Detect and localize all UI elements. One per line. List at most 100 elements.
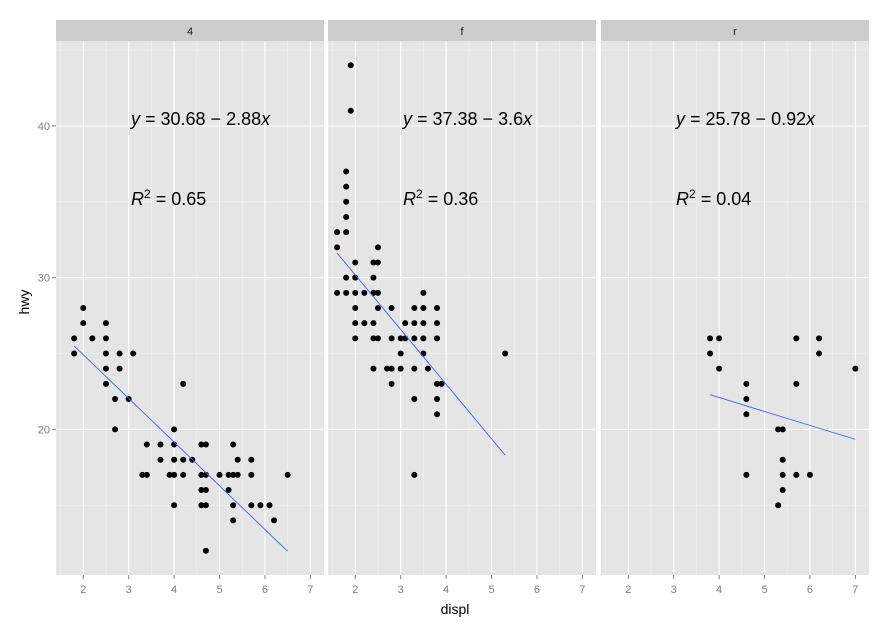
data-point <box>343 229 350 236</box>
data-point <box>143 471 150 478</box>
facet-strip-label: 4 <box>187 26 193 38</box>
data-point <box>230 441 237 448</box>
regression-equation: y = 37.38 − 3.6x <box>401 109 533 129</box>
data-point <box>793 335 800 342</box>
equation-part-x: x <box>805 109 816 129</box>
data-point <box>397 350 404 357</box>
data-point <box>334 289 341 296</box>
data-point <box>202 471 209 478</box>
data-point <box>198 441 205 448</box>
data-point <box>343 213 350 220</box>
data-point <box>352 320 359 327</box>
data-point <box>257 502 264 509</box>
data-point <box>370 365 377 372</box>
data-point <box>71 335 78 342</box>
equation-part-y: y <box>674 109 686 129</box>
data-point <box>80 305 87 311</box>
equation-part-x: x <box>522 109 533 129</box>
x-tick-label: 7 <box>852 584 858 596</box>
r-squared-symbol: R <box>676 189 689 209</box>
x-tick-label: 3 <box>398 584 404 596</box>
data-point <box>370 259 377 266</box>
facet-strip-label: f <box>460 26 464 38</box>
data-point <box>743 411 750 418</box>
data-point <box>202 547 209 554</box>
data-point <box>271 517 278 524</box>
regression-line <box>73 345 288 552</box>
data-point <box>248 471 255 478</box>
panel-background <box>601 41 869 575</box>
data-point <box>370 335 377 342</box>
data-point <box>411 305 418 311</box>
data-point <box>112 396 119 403</box>
facet-strip <box>328 20 596 41</box>
x-tick-label: 4 <box>443 584 449 596</box>
data-point <box>411 365 418 372</box>
data-point <box>707 335 714 342</box>
data-point <box>434 305 441 311</box>
data-point <box>171 456 178 463</box>
data-point <box>411 320 418 327</box>
x-tick-label: 2 <box>625 584 631 596</box>
data-point <box>347 62 354 69</box>
equation-part-rhs: 25.78 − 0.92 <box>706 109 807 129</box>
data-point <box>225 487 232 494</box>
equation-part-eq: = <box>685 109 706 129</box>
data-point <box>420 335 427 342</box>
data-point <box>775 502 782 509</box>
data-point <box>402 335 409 342</box>
data-point <box>89 335 96 342</box>
r-squared-superscript: 2 <box>416 187 423 201</box>
data-point <box>171 471 178 478</box>
data-point <box>420 350 427 357</box>
data-point <box>102 380 109 387</box>
x-tick-label: 6 <box>534 584 540 596</box>
equation-part-y: y <box>401 109 413 129</box>
x-tick-label: 4 <box>716 584 722 596</box>
data-point <box>374 335 381 342</box>
data-point <box>166 471 173 478</box>
x-tick-label: 3 <box>671 584 677 596</box>
data-point <box>420 289 427 296</box>
data-point <box>266 502 273 509</box>
data-point <box>779 456 786 463</box>
data-point <box>202 441 209 448</box>
y-axis-title: hwy <box>16 290 32 315</box>
data-point <box>716 335 723 342</box>
regression-line <box>709 394 856 440</box>
r-squared-superscript: 2 <box>689 187 696 201</box>
data-point <box>816 350 823 357</box>
data-point <box>334 244 341 251</box>
x-tick-label: 2 <box>352 584 358 596</box>
data-point <box>374 289 381 296</box>
data-point <box>388 335 395 342</box>
panel-background <box>56 41 324 575</box>
data-point <box>102 350 109 357</box>
data-point <box>502 350 509 357</box>
data-point <box>157 456 164 463</box>
data-point <box>388 380 395 387</box>
data-point <box>112 426 119 433</box>
regression-equation: y = 25.78 − 0.92x <box>674 109 816 129</box>
x-tick-label: 5 <box>761 584 767 596</box>
data-point <box>171 426 178 433</box>
data-point <box>374 259 381 266</box>
x-tick-label: 6 <box>807 584 813 596</box>
data-point <box>411 335 418 342</box>
data-point <box>816 335 823 342</box>
data-point <box>374 244 381 251</box>
data-point <box>361 289 368 296</box>
facet-strip <box>56 20 324 41</box>
data-point <box>775 426 782 433</box>
data-point <box>743 471 750 478</box>
data-point <box>716 365 723 372</box>
data-point <box>202 502 209 509</box>
data-point <box>793 380 800 387</box>
data-point <box>352 259 359 266</box>
data-point <box>198 502 205 509</box>
data-point <box>102 320 109 327</box>
data-point <box>384 365 391 372</box>
